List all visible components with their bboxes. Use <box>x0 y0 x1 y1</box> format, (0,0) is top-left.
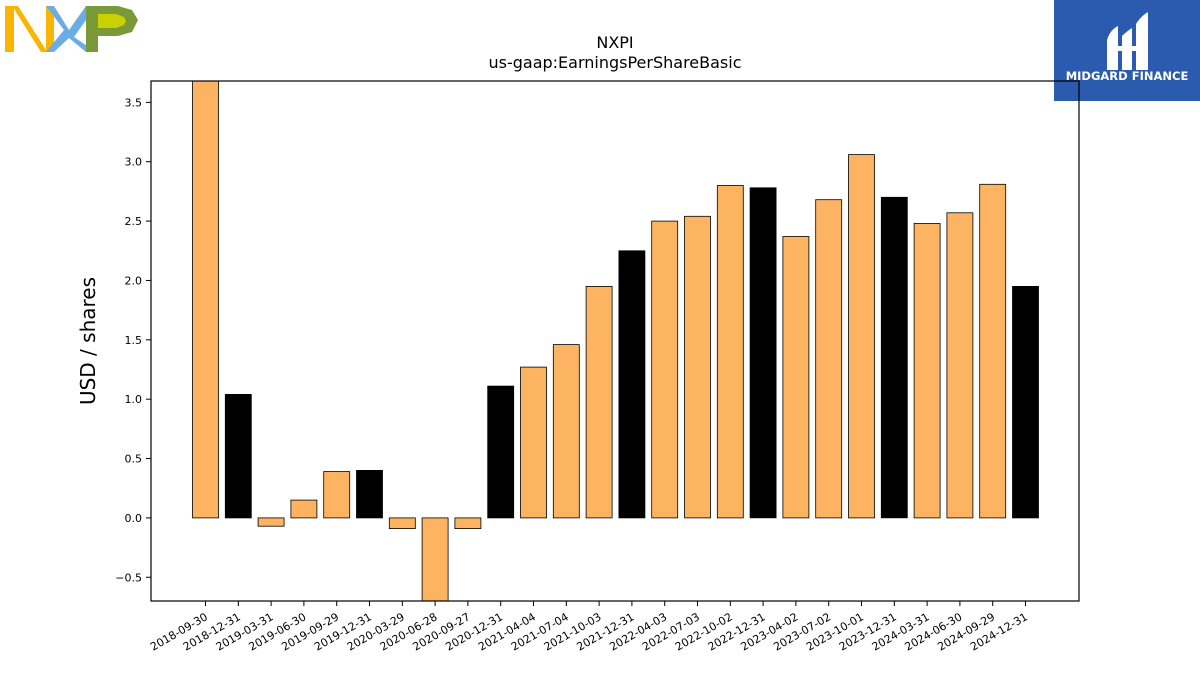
bar-2021-04-04 <box>520 366 547 519</box>
bar-2023-04-02 <box>782 236 810 519</box>
chart-title: NXPI <box>596 33 633 52</box>
bar-2019-09-29 <box>323 471 351 519</box>
y-tick-label: −0.5 <box>115 571 142 584</box>
bars-group <box>192 81 1039 601</box>
y-axis-ticks: −0.5 0.0 0.5 1.0 1.5 2.0 2.5 3.0 3.5 <box>115 96 151 584</box>
y-tick-label: 0.0 <box>125 512 143 525</box>
bar-2020-09-27 <box>454 517 482 530</box>
bar-2021-12-31 <box>618 250 646 519</box>
y-tick-label: 2.0 <box>125 274 143 287</box>
y-tick-label: 1.0 <box>125 393 143 406</box>
bar-2023-12-31 <box>880 196 908 519</box>
bar-2022-10-02 <box>716 185 744 519</box>
bar-2022-04-03 <box>651 220 679 519</box>
bar-2023-07-02 <box>815 199 843 519</box>
bar-2021-10-03 <box>585 285 613 519</box>
bar-2020-06-28 <box>421 517 449 601</box>
midgard-logo-text: MIDGARD FINANCE <box>1066 69 1189 83</box>
x-axis-ticks: 2018-09-302018-12-312019-03-312019-06-30… <box>148 601 1030 654</box>
bar-2024-09-29 <box>979 183 1007 519</box>
y-tick-label: 3.0 <box>125 156 143 169</box>
nxp-logo <box>5 6 138 52</box>
y-tick-label: 0.5 <box>125 453 143 466</box>
y-axis-label: USD / shares <box>76 277 100 405</box>
bar-2024-03-31 <box>913 223 941 519</box>
bar-2020-12-31 <box>487 385 515 519</box>
midgard-emblem-icon <box>1107 12 1148 70</box>
bar-2019-03-31 <box>257 517 285 527</box>
bar-2019-06-30 <box>290 499 318 519</box>
bar-2024-06-30 <box>946 212 974 519</box>
y-tick-label: 2.5 <box>125 215 143 228</box>
plot-frame <box>150 80 1080 602</box>
bar-2024-12-31 <box>1012 285 1039 519</box>
bar-2022-07-03 <box>684 215 711 519</box>
bar-2023-10-01 <box>848 154 875 519</box>
y-tick-label: 1.5 <box>125 334 143 347</box>
y-tick-label: 3.5 <box>125 96 143 109</box>
bar-2018-12-31 <box>224 393 252 519</box>
bar-2019-12-31 <box>356 469 383 519</box>
midgard-finance-logo: MIDGARD FINANCE <box>1054 0 1200 101</box>
bar-2022-12-31 <box>749 187 777 519</box>
chart-subtitle: us-gaap:EarningsPerShareBasic <box>488 53 741 72</box>
bar-2018-09-30 <box>192 81 219 519</box>
bar-2020-03-29 <box>388 517 416 530</box>
bar-2021-07-04 <box>552 344 580 519</box>
